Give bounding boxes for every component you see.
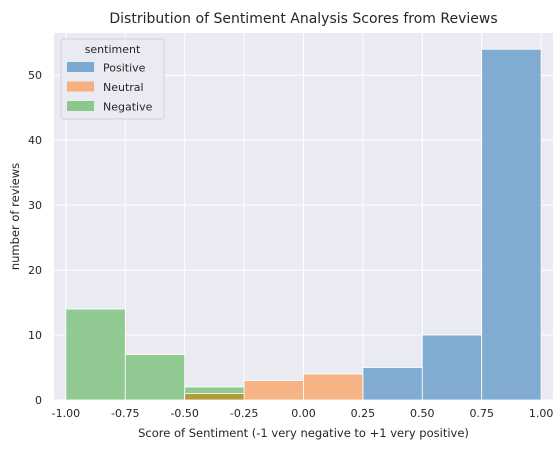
y-tick-label: 40 — [28, 134, 42, 147]
y-axis-ticks: 0 10 20 30 40 50 — [28, 69, 42, 407]
bar-negative — [124, 354, 186, 401]
x-tick-label: 0.00 — [291, 407, 316, 420]
x-tick-label: -0.25 — [230, 407, 258, 420]
bar-positive — [481, 48, 542, 401]
legend-title: sentiment — [85, 43, 141, 56]
x-tick-label: 1.00 — [529, 407, 554, 420]
bar-overlap — [184, 393, 245, 401]
legend-label-positive: Positive — [103, 62, 146, 75]
bar-negative — [65, 308, 126, 401]
bar-neutral — [303, 373, 364, 401]
y-tick-label: 50 — [28, 69, 42, 82]
legend-swatch-negative — [67, 101, 94, 111]
bar-positive — [362, 367, 423, 401]
legend-label-negative: Negative — [103, 101, 153, 114]
x-tick-label: -0.75 — [111, 407, 139, 420]
bar-positive — [421, 334, 483, 401]
x-tick-label: -1.00 — [52, 407, 80, 420]
histogram-bars — [65, 48, 542, 401]
legend-swatch-positive — [67, 62, 94, 72]
chart-title: Distribution of Sentiment Analysis Score… — [109, 11, 497, 27]
x-tick-label: 0.75 — [469, 407, 494, 420]
legend-label-neutral: Neutral — [103, 81, 144, 94]
y-tick-label: 10 — [28, 329, 42, 342]
x-tick-label: 0.50 — [410, 407, 435, 420]
y-axis-label: number of reviews — [8, 163, 22, 270]
legend: sentiment Positive Neutral Negative — [60, 38, 165, 120]
x-axis-ticks: -1.00 -0.75 -0.50 -0.25 0.00 0.25 0.50 0.75 1.00 — [52, 407, 554, 420]
x-tick-label: -0.50 — [170, 407, 198, 420]
legend-swatch-neutral — [67, 81, 94, 92]
x-axis-label: Score of Sentiment (-1 very negative to … — [138, 426, 469, 440]
y-tick-label: 0 — [35, 394, 42, 407]
y-tick-label: 30 — [28, 199, 42, 212]
legend-frame — [60, 38, 165, 120]
y-tick-label: 20 — [28, 264, 42, 277]
x-tick-label: 0.25 — [351, 407, 376, 420]
bar-neutral — [243, 380, 304, 401]
